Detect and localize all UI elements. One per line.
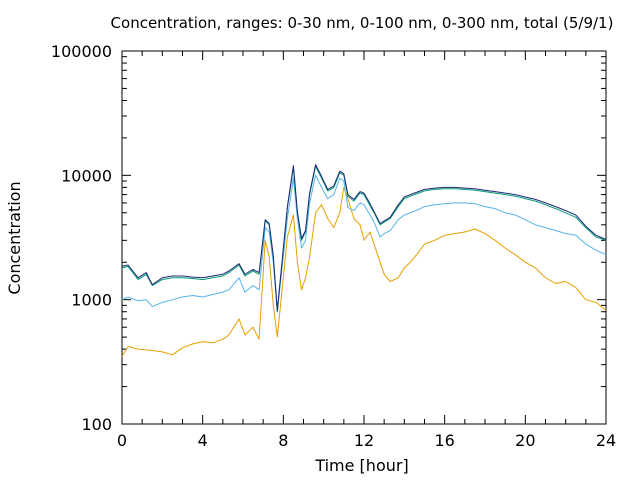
x-axis: 0 4 8 12 16 20 24 <box>117 51 616 450</box>
x-tick-label: 8 <box>278 431 288 450</box>
y-tick-label: 100000 <box>51 42 112 61</box>
y-tick-label: 100 <box>81 415 112 434</box>
y-axis: 100 1000 10000 100000 <box>51 42 606 434</box>
series-line-4 <box>121 164 607 311</box>
y-tick-label: 1000 <box>71 291 112 310</box>
plot-area <box>121 50 607 425</box>
y-tick-label: 10000 <box>61 166 112 185</box>
x-tick-label: 4 <box>198 431 208 450</box>
y-axis-label: Concentration <box>5 181 24 294</box>
x-tick-label: 12 <box>354 431 374 450</box>
x-tick-label: 24 <box>596 431 616 450</box>
series-line-2 <box>121 174 607 313</box>
series-line-1 <box>121 186 607 357</box>
x-tick-label: 16 <box>434 431 454 450</box>
plot-frame <box>121 50 607 425</box>
x-tick-label: 20 <box>515 431 535 450</box>
series-layer <box>121 164 607 357</box>
x-axis-label: Time [hour] <box>314 456 408 475</box>
chart-title: Concentration, ranges: 0-30 nm, 0-100 nm… <box>111 14 614 32</box>
x-tick-label: 0 <box>117 431 127 450</box>
